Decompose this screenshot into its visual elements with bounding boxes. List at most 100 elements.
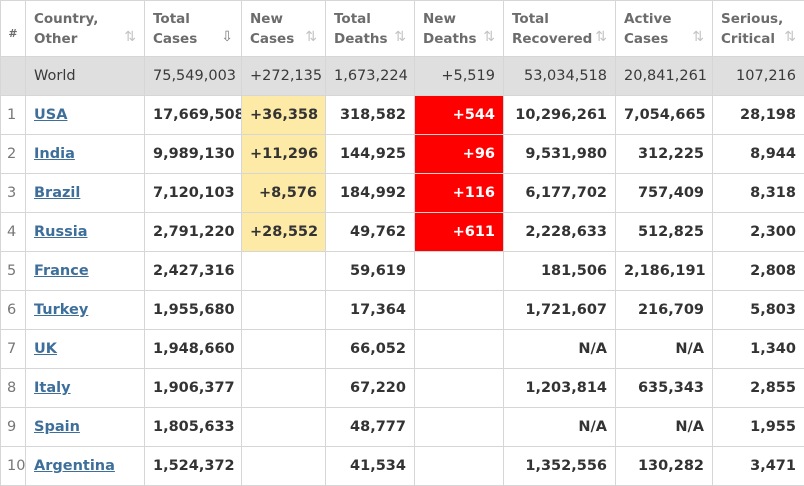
country-cell: Argentina — [26, 447, 145, 486]
active-cases-cell: 130,282 — [616, 447, 713, 486]
new-deaths-header[interactable]: New Deaths ⇅ — [415, 1, 504, 57]
total-deaths-cell: 49,762 — [326, 213, 415, 252]
world-total-cases: 75,549,003 — [145, 57, 242, 96]
total-recovered-cell: N/A — [504, 408, 616, 447]
new-cases-cell — [242, 330, 326, 369]
country-header-line1: Country, — [34, 9, 136, 29]
total-deaths-cell: 66,052 — [326, 330, 415, 369]
total-recovered-cell: 2,228,633 — [504, 213, 616, 252]
total-cases-header[interactable]: Total Cases ⇩ — [145, 1, 242, 57]
sort-icon[interactable]: ⇅ — [784, 27, 796, 47]
total-recovered-cell: N/A — [504, 330, 616, 369]
total-recovered-cell: 1,721,607 — [504, 291, 616, 330]
new-cases-header[interactable]: New Cases ⇅ — [242, 1, 326, 57]
rank-cell: 7 — [1, 330, 26, 369]
sort-desc-icon[interactable]: ⇩ — [221, 27, 233, 47]
sort-icon[interactable]: ⇅ — [483, 27, 495, 47]
new-deaths-cell — [415, 408, 504, 447]
serious-critical-cell: 5,803 — [713, 291, 804, 330]
serious-critical-cell: 2,808 — [713, 252, 804, 291]
total-deaths-cell: 59,619 — [326, 252, 415, 291]
sort-icon[interactable]: ⇅ — [595, 27, 607, 47]
world-total-row: World 75,549,003 +272,135 1,673,224 +5,5… — [1, 57, 804, 96]
country-link[interactable]: Brazil — [34, 185, 80, 201]
country-header-line2: Other — [34, 29, 136, 49]
rank-cell: 9 — [1, 408, 26, 447]
sort-icon[interactable]: ⇅ — [692, 27, 704, 47]
total-cases-cell: 1,524,372 — [145, 447, 242, 486]
active-cases-cell: N/A — [616, 408, 713, 447]
serious-critical-cell: 2,855 — [713, 369, 804, 408]
country-link[interactable]: France — [34, 263, 89, 279]
total-deaths-cell: 48,777 — [326, 408, 415, 447]
total-cases-cell: 1,955,680 — [145, 291, 242, 330]
world-total-deaths: 1,673,224 — [326, 57, 415, 96]
total-cases-cell: 1,805,633 — [145, 408, 242, 447]
active-cases-cell: 312,225 — [616, 135, 713, 174]
country-cell: UK — [26, 330, 145, 369]
total-deaths-cell: 184,992 — [326, 174, 415, 213]
total-recovered-cell: 1,203,814 — [504, 369, 616, 408]
rank-header: # — [1, 1, 26, 57]
country-link[interactable]: USA — [34, 107, 67, 123]
new-cases-cell — [242, 291, 326, 330]
header-row: # Country, Other ⇅ Total Cases ⇩ New Cas… — [1, 1, 804, 57]
rank-cell: 10 — [1, 447, 26, 486]
country-cell: Spain — [26, 408, 145, 447]
active-cases-header[interactable]: Active Cases ⇅ — [616, 1, 713, 57]
active-cases-cell: 2,186,191 — [616, 252, 713, 291]
sort-icon[interactable]: ⇅ — [124, 27, 136, 47]
active-cases-cell: 216,709 — [616, 291, 713, 330]
world-total-recovered: 53,034,518 — [504, 57, 616, 96]
new-cases-cell: +36,358 — [242, 96, 326, 135]
serious-critical-header[interactable]: Serious, Critical ⇅ — [713, 1, 804, 57]
serious-critical-cell: 1,340 — [713, 330, 804, 369]
total-recovered-cell: 9,531,980 — [504, 135, 616, 174]
serious-critical-cell: 1,955 — [713, 408, 804, 447]
new-deaths-cell: +544 — [415, 96, 504, 135]
country-cell: USA — [26, 96, 145, 135]
new-cases-cell — [242, 447, 326, 486]
new-deaths-cell — [415, 369, 504, 408]
country-link[interactable]: Italy — [34, 380, 71, 396]
rank-cell: 8 — [1, 369, 26, 408]
sort-icon[interactable]: ⇅ — [305, 27, 317, 47]
sort-icon[interactable]: ⇅ — [394, 27, 406, 47]
country-link[interactable]: Russia — [34, 224, 88, 240]
new-deaths-cell — [415, 447, 504, 486]
country-link[interactable]: India — [34, 146, 75, 162]
country-link[interactable]: Turkey — [34, 302, 88, 318]
total-deaths-header[interactable]: Total Deaths ⇅ — [326, 1, 415, 57]
total-recovered-header[interactable]: Total Recovered ⇅ — [504, 1, 616, 57]
country-link[interactable]: UK — [34, 341, 57, 357]
new-deaths-cell: +611 — [415, 213, 504, 252]
world-active-cases: 20,841,261 — [616, 57, 713, 96]
world-new-deaths: +5,519 — [415, 57, 504, 96]
rank-cell: 2 — [1, 135, 26, 174]
country-link[interactable]: Argentina — [34, 458, 115, 474]
active-cases-cell: N/A — [616, 330, 713, 369]
country-link[interactable]: Spain — [34, 419, 80, 435]
total-deaths-cell: 17,364 — [326, 291, 415, 330]
new-deaths-cell — [415, 291, 504, 330]
total-recovered-cell: 6,177,702 — [504, 174, 616, 213]
rank-cell: 1 — [1, 96, 26, 135]
total-deaths-cell: 41,534 — [326, 447, 415, 486]
active-cases-cell: 635,343 — [616, 369, 713, 408]
new-deaths-cell: +116 — [415, 174, 504, 213]
country-cell: Russia — [26, 213, 145, 252]
rank-cell: 3 — [1, 174, 26, 213]
total-cases-cell: 1,948,660 — [145, 330, 242, 369]
new-deaths-cell: +96 — [415, 135, 504, 174]
new-deaths-cell — [415, 252, 504, 291]
active-cases-cell: 757,409 — [616, 174, 713, 213]
new-cases-cell — [242, 252, 326, 291]
country-header[interactable]: Country, Other ⇅ — [26, 1, 145, 57]
serious-critical-cell: 3,471 — [713, 447, 804, 486]
new-cases-cell — [242, 369, 326, 408]
